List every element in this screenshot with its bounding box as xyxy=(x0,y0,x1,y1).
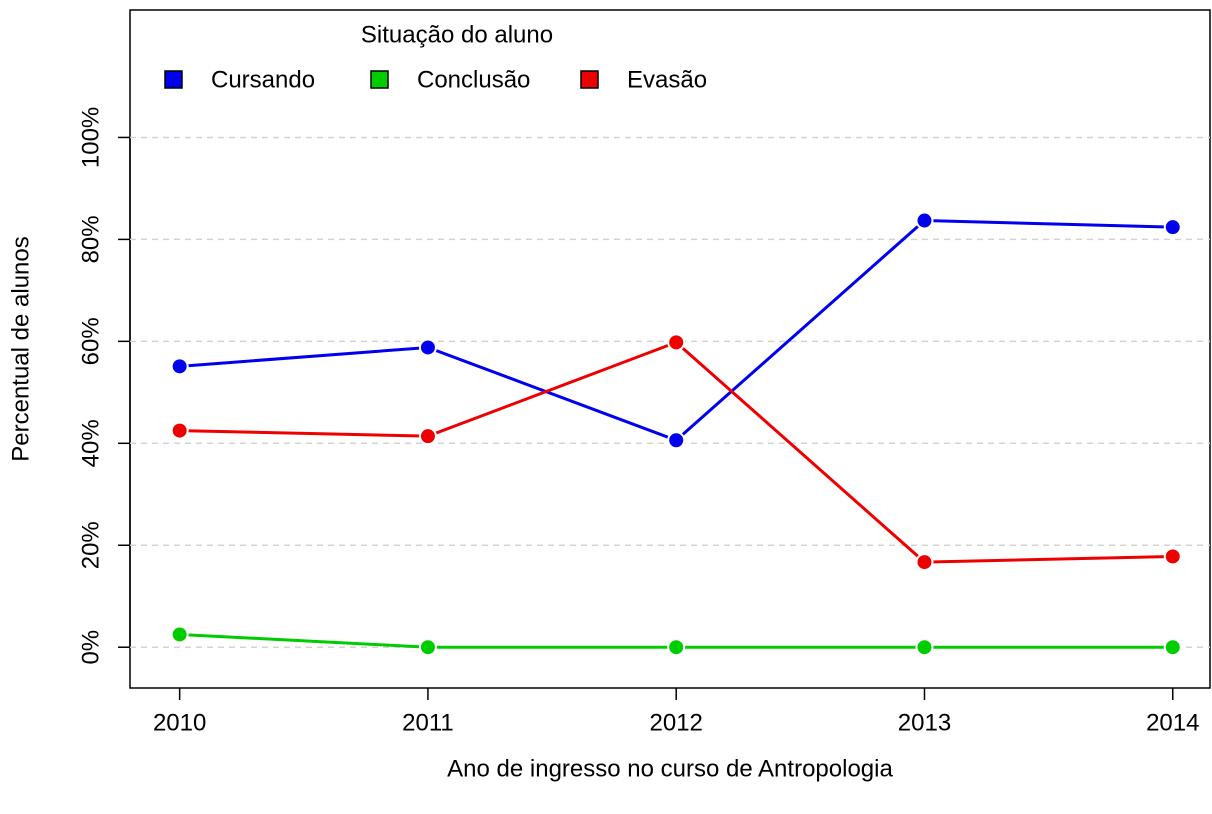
legend-swatch xyxy=(580,70,599,89)
data-point xyxy=(170,625,189,644)
data-point xyxy=(1163,547,1182,566)
x-tick-label: 2011 xyxy=(402,709,454,736)
data-point xyxy=(667,431,686,450)
x-tick-label: 2012 xyxy=(650,709,703,736)
y-tick-label: 0% xyxy=(77,630,104,665)
legend-label: Conclusão xyxy=(417,66,530,93)
x-axis-label: Ano de ingresso no curso de Antropologia xyxy=(447,755,893,782)
series-line xyxy=(179,340,1173,564)
legend-title: Situação do aluno xyxy=(361,21,553,48)
y-tick-label: 40% xyxy=(77,419,104,467)
x-tick-label: 2014 xyxy=(1146,709,1199,736)
y-tick-label: 20% xyxy=(77,521,104,569)
series-line xyxy=(179,219,1173,442)
data-point xyxy=(1163,638,1182,657)
y-tick-label: 80% xyxy=(77,215,104,263)
y-tick-label: 60% xyxy=(77,317,104,365)
data-point xyxy=(1163,218,1182,237)
data-point xyxy=(418,638,437,657)
data-point xyxy=(915,553,934,572)
data-point xyxy=(915,211,934,230)
legend-label: Evasão xyxy=(627,66,707,93)
legend-label: Cursando xyxy=(211,66,315,93)
data-point xyxy=(667,638,686,657)
x-tick-label: 2013 xyxy=(898,709,951,736)
data-point xyxy=(170,357,189,376)
data-point xyxy=(667,333,686,352)
plot-box xyxy=(129,9,1211,689)
x-tick-label: 2010 xyxy=(153,709,206,736)
legend-swatch xyxy=(164,70,183,89)
data-point xyxy=(915,638,934,657)
data-point xyxy=(170,421,189,440)
y-axis-label: Percentual de alunos xyxy=(7,236,34,462)
y-tick-label: 100% xyxy=(77,107,104,168)
data-point xyxy=(418,427,437,446)
legend-swatch xyxy=(370,70,389,89)
data-point xyxy=(418,338,437,357)
